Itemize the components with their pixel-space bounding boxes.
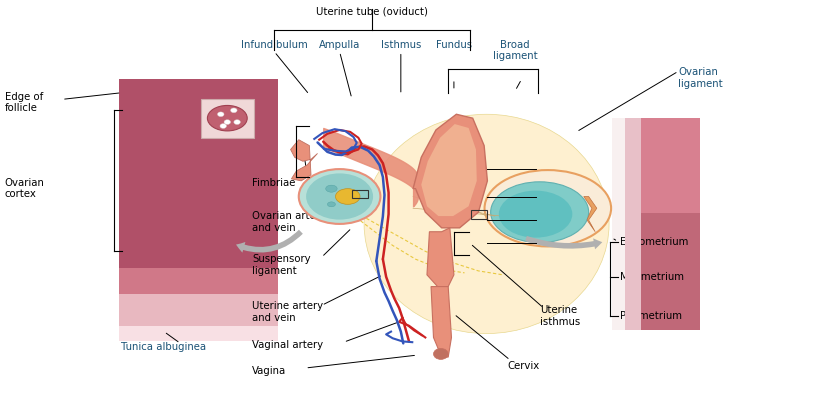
Bar [352, 190, 368, 198]
Text: Ovarian
cortex: Ovarian cortex [5, 178, 45, 200]
FancyBboxPatch shape [612, 118, 625, 330]
Text: Isthmus: Isthmus [380, 40, 421, 50]
Text: Edge of
follicle: Edge of follicle [5, 92, 43, 113]
Polygon shape [427, 228, 454, 286]
Text: Infundibulum: Infundibulum [240, 40, 308, 50]
Text: Tunica albuginea: Tunica albuginea [121, 342, 207, 352]
Bar [471, 210, 488, 219]
FancyArrowPatch shape [236, 230, 303, 253]
Ellipse shape [234, 120, 240, 125]
Ellipse shape [326, 185, 337, 192]
FancyBboxPatch shape [119, 294, 278, 342]
Polygon shape [413, 114, 488, 228]
FancyBboxPatch shape [625, 118, 640, 330]
Text: Perimetrium: Perimetrium [620, 311, 681, 321]
Text: Ovarian
ligament: Ovarian ligament [678, 67, 723, 89]
Ellipse shape [484, 170, 611, 246]
Text: Ovarian artery
and vein: Ovarian artery and vein [252, 211, 326, 233]
Text: Vagina: Vagina [252, 366, 286, 376]
FancyBboxPatch shape [119, 268, 278, 320]
Ellipse shape [344, 190, 353, 195]
Ellipse shape [491, 182, 589, 242]
Text: Ampulla: Ampulla [319, 40, 360, 50]
Ellipse shape [434, 349, 448, 360]
Ellipse shape [499, 191, 573, 238]
Text: Uterine
isthmus: Uterine isthmus [540, 305, 580, 327]
Ellipse shape [208, 105, 247, 131]
FancyBboxPatch shape [119, 79, 278, 294]
Text: Endometrium: Endometrium [620, 237, 688, 246]
Ellipse shape [224, 120, 231, 125]
Ellipse shape [306, 173, 373, 220]
FancyArrowPatch shape [525, 236, 602, 249]
FancyBboxPatch shape [625, 118, 699, 213]
Text: Vaginal artery: Vaginal artery [252, 340, 323, 350]
Text: Cervix: Cervix [507, 361, 539, 371]
Ellipse shape [364, 114, 609, 334]
Polygon shape [421, 124, 477, 216]
Text: Uterine tube (oviduct): Uterine tube (oviduct) [317, 7, 429, 17]
Polygon shape [290, 140, 317, 181]
Ellipse shape [218, 112, 224, 117]
FancyBboxPatch shape [625, 118, 699, 330]
Text: Broad
ligament: Broad ligament [492, 40, 537, 61]
FancyBboxPatch shape [119, 326, 278, 342]
Polygon shape [584, 196, 597, 232]
Ellipse shape [327, 202, 335, 207]
Ellipse shape [220, 124, 227, 129]
Text: Suspensory
ligament: Suspensory ligament [252, 254, 311, 276]
Ellipse shape [299, 169, 380, 224]
Ellipse shape [231, 108, 237, 113]
Text: Myometrium: Myometrium [620, 272, 684, 282]
Polygon shape [431, 286, 452, 357]
Text: Uterine artery
and vein: Uterine artery and vein [252, 301, 323, 323]
Text: Fimbriae: Fimbriae [252, 178, 295, 188]
FancyBboxPatch shape [200, 99, 254, 138]
Ellipse shape [335, 189, 360, 204]
Text: Fundus: Fundus [436, 40, 472, 50]
